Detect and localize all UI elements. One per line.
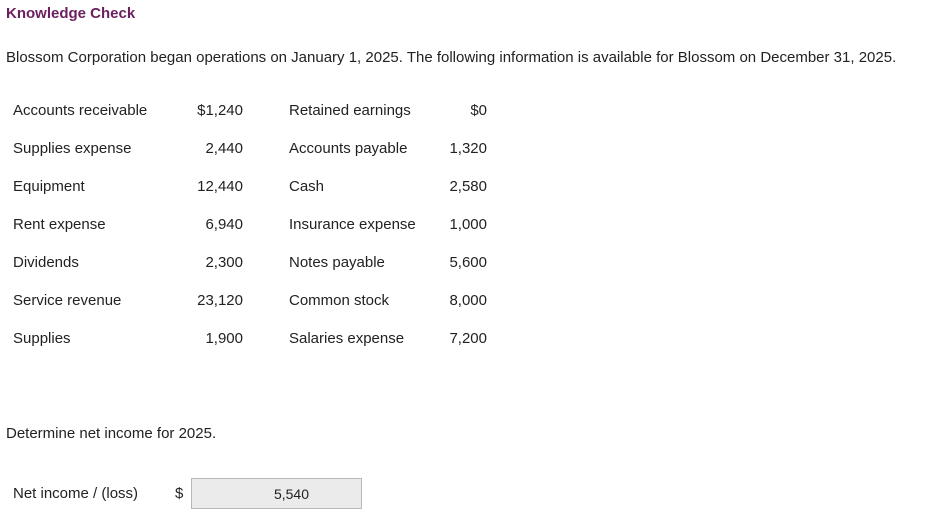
account-value: 5,600 — [449, 253, 487, 271]
account-value: 1,000 — [449, 215, 487, 233]
table-row: Rent expense 6,940 Insurance expense 1,0… — [6, 205, 487, 243]
currency-symbol: $ — [175, 485, 184, 502]
account-value: 2,580 — [449, 177, 487, 195]
account-label: Retained earnings — [289, 101, 411, 119]
column-gap — [243, 129, 289, 167]
account-label: Dividends — [13, 253, 79, 271]
account-label: Equipment — [13, 177, 85, 195]
net-income-input[interactable] — [191, 478, 362, 509]
column-gap — [243, 91, 289, 129]
account-label: Accounts receivable — [13, 101, 148, 119]
column-gap — [243, 205, 289, 243]
table-row: Supplies 1,900 Salaries expense 7,200 — [6, 319, 487, 357]
account-value: 12,440 — [197, 177, 243, 195]
table-row: Equipment 12,440 Cash 2,580 — [6, 167, 487, 205]
account-value: 2,300 — [205, 253, 243, 271]
account-value: 1,900 — [205, 329, 243, 347]
account-label: Rent expense — [13, 215, 106, 233]
account-value: 1,320 — [449, 139, 487, 157]
table-row: Accounts receivable $1,240 Retained earn… — [6, 91, 487, 129]
account-label: Cash — [289, 177, 325, 195]
account-label: Supplies — [13, 329, 71, 347]
account-label: Accounts payable — [289, 139, 408, 157]
account-label: Insurance expense — [289, 215, 416, 233]
net-income-label: Net income / (loss) — [13, 485, 139, 502]
account-value: 7,200 — [449, 329, 487, 347]
column-gap — [243, 167, 289, 205]
table-row: Dividends 2,300 Notes payable 5,600 — [6, 243, 487, 281]
account-label: Salaries expense — [289, 329, 405, 347]
column-gap — [243, 281, 289, 319]
account-value: $0 — [470, 101, 487, 119]
account-value: 23,120 — [197, 291, 243, 309]
problem-statement: Blossom Corporation began operations on … — [6, 49, 897, 66]
account-label: Notes payable — [289, 253, 385, 271]
page-title: Knowledge Check — [6, 5, 136, 22]
account-value: 6,940 — [205, 215, 243, 233]
accounts-table: Accounts receivable $1,240 Retained earn… — [6, 91, 487, 357]
account-label: Supplies expense — [13, 139, 132, 157]
column-gap — [243, 243, 289, 281]
question-prompt: Determine net income for 2025. — [6, 425, 217, 442]
account-label: Common stock — [289, 291, 390, 309]
answer-row: Net income / (loss) $ — [13, 477, 362, 510]
table-row: Service revenue 23,120 Common stock 8,00… — [6, 281, 487, 319]
account-value: $1,240 — [197, 101, 243, 119]
account-value: 8,000 — [449, 291, 487, 309]
table-row: Supplies expense 2,440 Accounts payable … — [6, 129, 487, 167]
column-gap — [243, 319, 289, 357]
account-label: Service revenue — [13, 291, 122, 309]
account-value: 2,440 — [205, 139, 243, 157]
